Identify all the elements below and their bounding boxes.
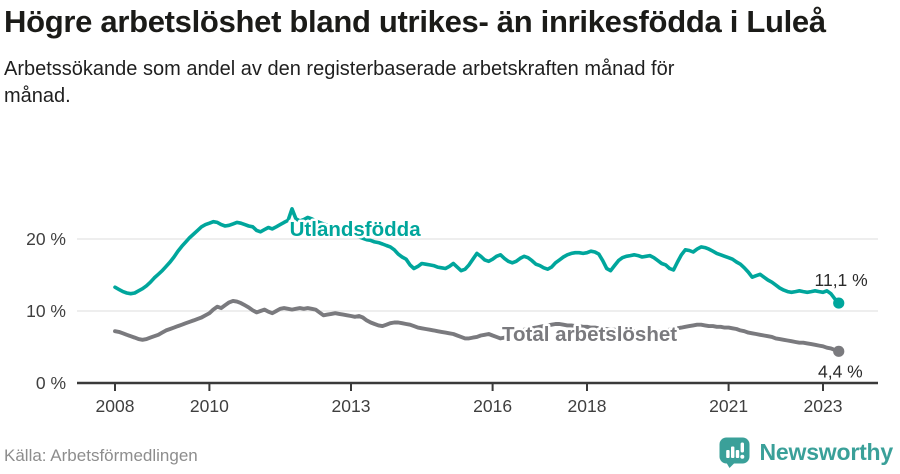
page-title: Högre arbetslöshet bland utrikes- än inr… bbox=[4, 4, 826, 39]
y-tick-label: 0 % bbox=[36, 373, 66, 393]
newsworthy-bar-chart-bubble-icon bbox=[719, 437, 750, 468]
series-end-dot bbox=[833, 345, 845, 357]
y-tick-label: 10 % bbox=[26, 301, 66, 321]
series-end-dot bbox=[833, 297, 845, 309]
x-tick-label: 2008 bbox=[96, 396, 135, 416]
chart-header: Högre arbetslöshet bland utrikes- än inr… bbox=[4, 2, 890, 111]
chart-subtitle: Arbetssökande som andel av den registerb… bbox=[4, 57, 675, 108]
x-tick-label: 2023 bbox=[804, 396, 843, 416]
x-tick-label: 2010 bbox=[190, 396, 229, 416]
newsworthy-logo: Newsworthy bbox=[718, 436, 893, 469]
source-note: Källa: Arbetsförmedlingen bbox=[4, 446, 198, 465]
series-label: Utlandsfödda bbox=[290, 218, 422, 241]
series-line-gray bbox=[113, 298, 841, 354]
y-tick-label: 20 % bbox=[26, 229, 66, 249]
x-tick-label: 2013 bbox=[332, 396, 371, 416]
x-tick-label: 2018 bbox=[568, 396, 607, 416]
series-label: Total arbetslöshet bbox=[502, 323, 677, 346]
series-end-value-label: 4,4 % bbox=[818, 361, 863, 381]
series-line-teal bbox=[113, 207, 841, 305]
newsworthy-wordmark: Newsworthy bbox=[759, 439, 894, 465]
x-tick-label: 2016 bbox=[473, 396, 512, 416]
chart-footer: Källa: Arbetsförmedlingen Newsworthy bbox=[0, 434, 900, 474]
x-tick-label: 2021 bbox=[709, 396, 748, 416]
series-end-value-label: 11,1 % bbox=[815, 270, 868, 290]
